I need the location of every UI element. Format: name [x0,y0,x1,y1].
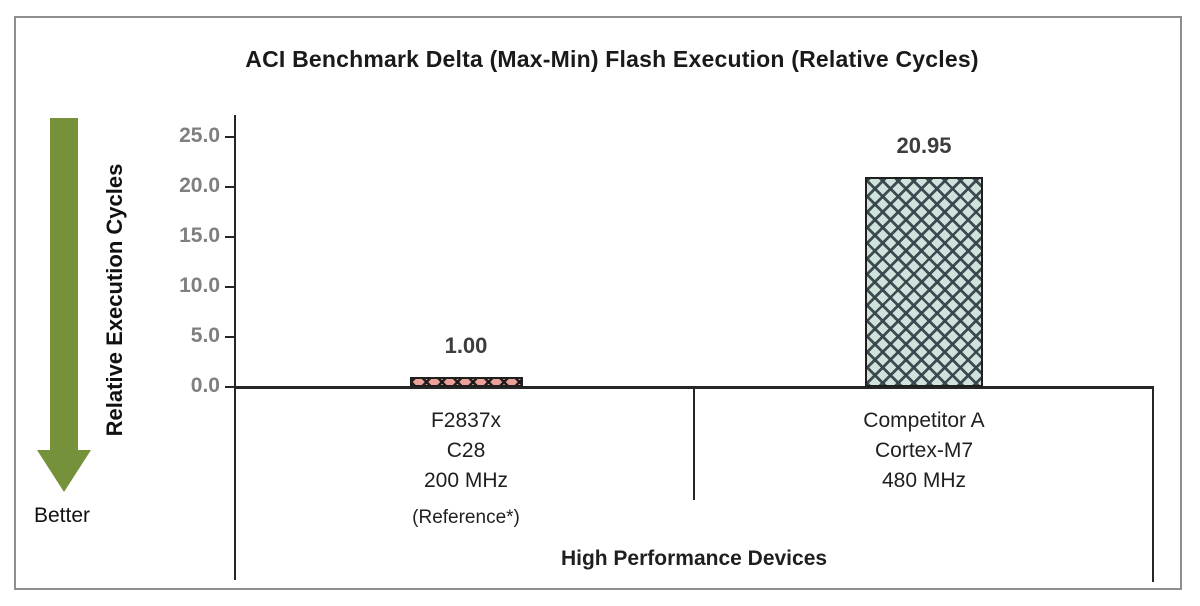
y-tick-mark [225,236,235,238]
better-arrow-head-icon [37,450,91,492]
category-line: 200 MHz [423,469,509,492]
better-label: Better [34,504,91,527]
y-tick-label: 20.0 [179,174,220,197]
bar-value-label: 1.00 [444,333,488,358]
better-arrow-shaft [50,118,78,450]
reference-note: (Reference*) [412,507,520,528]
y-tick-label: 25.0 [179,124,220,147]
bar-f2837x [410,377,523,387]
y-tick-mark [225,136,235,138]
y-tick-mark [225,386,235,388]
y-tick-label: 5.0 [190,324,220,347]
category-line: 480 MHz [881,469,967,492]
y-tick-label: 10.0 [179,274,220,297]
y-tick-label: 0.0 [190,374,220,397]
y-tick-mark [225,186,235,188]
category-line: F2837x [430,409,502,432]
chart-title: ACI Benchmark Delta (Max-Min) Flash Exec… [245,46,979,72]
x-axis-group-label: High Performance Devices [560,547,828,570]
category-label-f2837x: F2837x C28 200 MHz (Reference*) [336,406,596,533]
y-tick-mark [225,286,235,288]
y-tick-label: 15.0 [179,224,220,247]
bar-value-label: 20.95 [896,133,952,158]
bar-competitor-a [865,177,983,387]
y-axis-title: Relative Execution Cycles [102,163,127,437]
y-tick-mark [225,336,235,338]
category-line: C28 [446,439,486,462]
y-axis-line [234,115,236,580]
category-label-competitor-a: Competitor A Cortex-M7 480 MHz [794,406,1054,496]
category-divider-line [693,387,695,500]
category-line: Cortex-M7 [874,439,974,462]
chart-border-frame [14,16,1182,590]
axis-right-end-line [1152,387,1154,582]
category-line: Competitor A [863,409,985,432]
